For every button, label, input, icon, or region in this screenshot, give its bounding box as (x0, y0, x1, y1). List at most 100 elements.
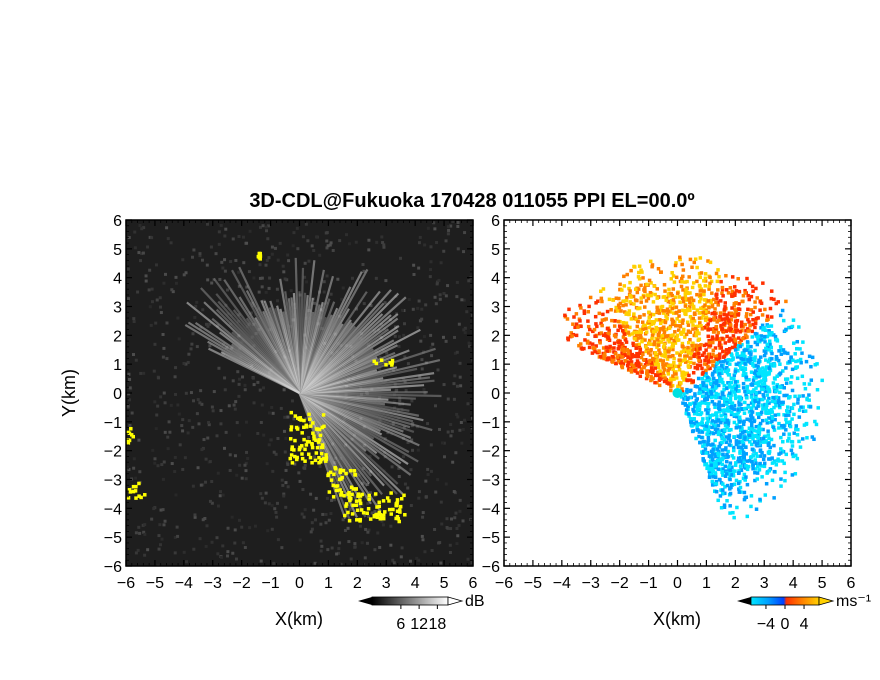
noise-pixel (369, 304, 373, 308)
velocity-pixel (753, 325, 757, 330)
velocity-pixel (641, 358, 646, 362)
noise-pixel (315, 235, 319, 239)
velocity-pixel (718, 311, 723, 315)
velocity-pixel (638, 306, 642, 310)
velocity-pixel (728, 385, 732, 389)
velocity-pixel (717, 340, 722, 344)
velocity-pixel (617, 345, 621, 349)
x-tick-label: −5 (524, 575, 542, 592)
noise-pixel (181, 429, 185, 433)
noise-pixel (285, 278, 289, 282)
velocity-pixel (692, 347, 696, 352)
velocity-pixel (628, 356, 633, 361)
velocity-pixel (717, 400, 722, 404)
velocity-pixel (746, 307, 750, 312)
velocity-pixel (771, 425, 776, 430)
velocity-pixel (664, 314, 668, 318)
velocity-pixel (710, 303, 715, 307)
velocity-pixel (719, 505, 724, 510)
noise-pixel (417, 496, 421, 500)
noise-pixel (170, 462, 174, 466)
velocity-pixel (664, 309, 669, 313)
velocity-pixel (738, 428, 743, 433)
velocity-pixel (737, 361, 741, 365)
velocity-pixel (660, 334, 665, 338)
velocity-pixel (655, 327, 659, 332)
masked-pixel (313, 458, 318, 463)
noise-pixel (421, 538, 425, 542)
velocity-pixel (772, 385, 777, 390)
noise-pixel (336, 277, 340, 281)
velocity-pixel (714, 395, 718, 400)
velocity-pixel (669, 336, 673, 341)
velocity-pixel (641, 352, 645, 357)
noise-pixel (175, 525, 179, 529)
velocity-pixel (704, 443, 709, 447)
noise-pixel (289, 423, 293, 427)
velocity-pixel (607, 349, 612, 353)
velocity-pixel (681, 330, 686, 335)
velocity-pixel (725, 425, 729, 430)
noise-pixel (435, 282, 439, 286)
masked-pixel (403, 513, 407, 517)
velocity-pixel (753, 363, 758, 368)
velocity-pixel (701, 383, 706, 388)
velocity-pixel (702, 351, 706, 355)
velocity-pixel (727, 339, 731, 343)
velocity-pixel (650, 327, 654, 332)
noise-pixel (284, 436, 288, 440)
noise-pixel (218, 277, 222, 281)
noise-pixel (373, 548, 377, 552)
velocity-pixel (750, 361, 755, 365)
velocity-pixel (649, 375, 653, 379)
velocity-pixel (692, 361, 696, 366)
velocity-pixel (713, 424, 718, 428)
velocity-pixel (658, 369, 662, 373)
masked-pixel (329, 478, 334, 482)
masked-pixel (322, 456, 326, 461)
velocity-pixel (739, 459, 743, 463)
velocity-pixel (800, 374, 805, 379)
velocity-pixel (718, 478, 722, 482)
velocity-pixel (755, 374, 759, 378)
noise-pixel (420, 358, 424, 362)
velocity-pixel (685, 279, 689, 284)
y-tick-label: 1 (491, 357, 500, 374)
velocity-pixel (647, 338, 652, 343)
noise-pixel (303, 275, 307, 279)
velocity-pixel (622, 299, 626, 303)
velocity-pixel (743, 389, 747, 394)
velocity-pixel (801, 405, 805, 409)
velocity-pixel (631, 341, 635, 346)
velocity-pixel (709, 300, 713, 305)
masked-pixel (339, 477, 343, 481)
velocity-pixel (649, 281, 653, 285)
velocity-pixel (736, 307, 741, 311)
velocity-pixel (735, 318, 740, 323)
velocity-pixel (758, 421, 763, 426)
velocity-pixel (750, 433, 754, 437)
velocity-pixel (746, 329, 750, 333)
velocity-pixel (655, 308, 660, 312)
masked-pixel (128, 490, 133, 494)
noise-pixel (127, 398, 131, 402)
noise-pixel (195, 300, 199, 304)
noise-pixel (266, 237, 270, 241)
velocity-pixel (647, 341, 651, 346)
velocity-pixel (707, 454, 712, 458)
noise-pixel (458, 375, 462, 379)
velocity-pixel (734, 442, 739, 446)
noise-pixel (320, 544, 324, 548)
velocity-pixel (732, 373, 737, 377)
noise-pixel (232, 403, 236, 407)
velocity-pixel (758, 380, 762, 384)
noise-pixel (245, 285, 249, 289)
velocity-pixel (782, 425, 786, 429)
velocity-pixel (745, 327, 750, 331)
noise-pixel (270, 405, 274, 409)
velocity-pixel (741, 366, 745, 370)
noise-pixel (433, 227, 437, 231)
noise-pixel (216, 552, 220, 556)
velocity-pixel (749, 408, 754, 413)
